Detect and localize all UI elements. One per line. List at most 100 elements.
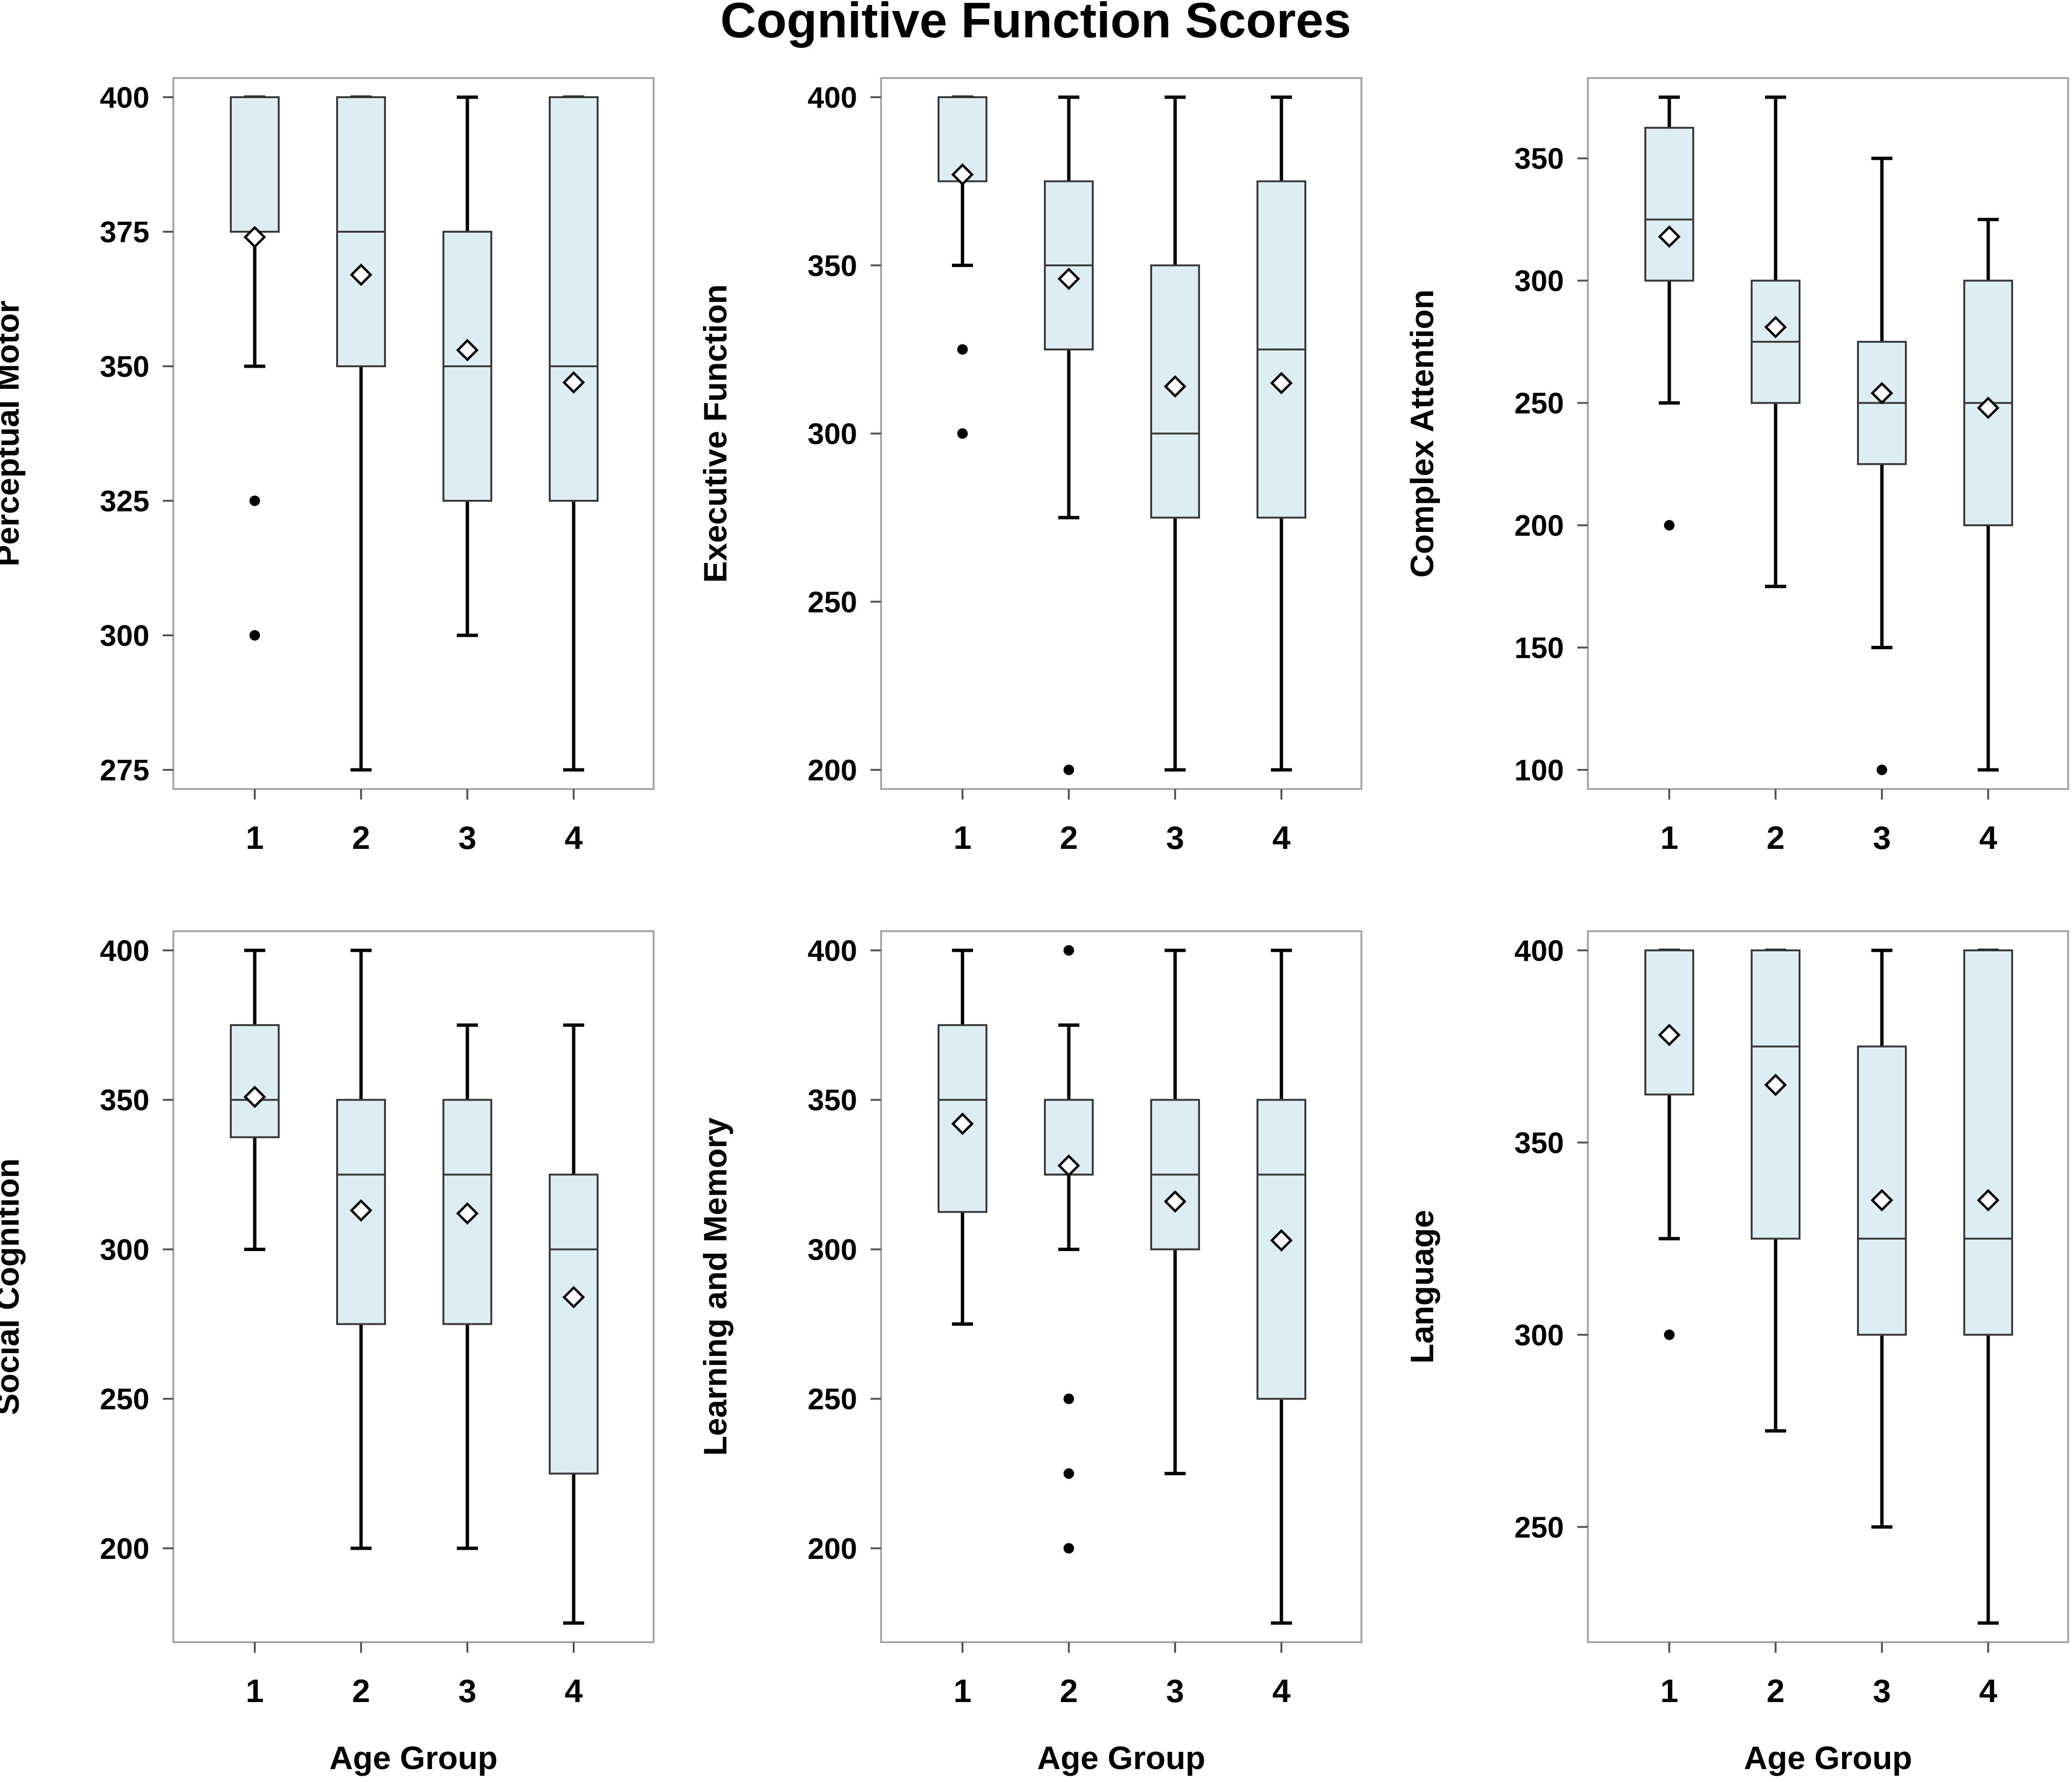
panel-2: 200 250 300 350 400 Executive Function 1 2 3 4 bbox=[697, 77, 1362, 856]
x-tick-label: 1 bbox=[1660, 820, 1678, 856]
box-group-4 bbox=[549, 95, 599, 772]
y-tick-label: 100 bbox=[1515, 754, 1564, 787]
y-tick-label: 200 bbox=[808, 754, 857, 787]
box-iqr bbox=[1644, 126, 1694, 282]
box-group-2 bbox=[1044, 945, 1094, 1554]
panel-1: 275 300 325 350 375 400 Perceptual Motor 1 2 3 4 bbox=[0, 77, 655, 856]
box-group-1 bbox=[230, 95, 280, 641]
box-iqr bbox=[549, 96, 599, 502]
box-iqr bbox=[1963, 949, 2013, 1336]
box-group-3 bbox=[442, 95, 492, 637]
y-tick-label: 400 bbox=[808, 935, 857, 968]
box-iqr bbox=[230, 1024, 280, 1139]
y-axis-label: Social Cognition bbox=[0, 1158, 26, 1415]
box-group-4 bbox=[1963, 217, 2013, 772]
box-iqr bbox=[230, 96, 280, 233]
box-group-2 bbox=[1751, 95, 1800, 588]
y-tick-label: 350 bbox=[1515, 1127, 1564, 1160]
box-group-4 bbox=[1963, 948, 2013, 1625]
y-tick-label: 300 bbox=[1515, 1319, 1564, 1352]
box-group-1 bbox=[1644, 948, 1694, 1340]
y-tick-label: 350 bbox=[100, 350, 149, 383]
box-group-1 bbox=[938, 948, 987, 1326]
x-tick-label: 3 bbox=[458, 820, 476, 856]
outlier-point bbox=[249, 630, 260, 641]
plot-frame bbox=[1587, 77, 2069, 790]
x-tick-label: 2 bbox=[1060, 820, 1078, 856]
outlier-point bbox=[1064, 945, 1074, 956]
y-tick-label: 350 bbox=[808, 1084, 857, 1117]
y-axis-label: Complex Attention bbox=[1404, 290, 1440, 578]
box-group-4 bbox=[1257, 948, 1306, 1625]
plot-frame bbox=[880, 930, 1362, 1643]
y-tick-label: 375 bbox=[100, 216, 149, 249]
box-group-3 bbox=[442, 1023, 492, 1550]
outlier-point bbox=[1664, 1329, 1675, 1340]
x-tick-label: 1 bbox=[953, 820, 972, 856]
outlier-point bbox=[1664, 520, 1675, 531]
y-tick-label: 400 bbox=[1515, 935, 1564, 968]
y-tick-label: 300 bbox=[808, 418, 857, 451]
mean-marker bbox=[1870, 1189, 1893, 1212]
y-axis-label: Learning and Memory bbox=[697, 1117, 734, 1456]
mean-marker bbox=[350, 263, 373, 286]
mean-marker bbox=[1658, 1024, 1681, 1047]
box-group-3 bbox=[1150, 948, 1200, 1476]
y-axis-label: Perceptual Motor bbox=[0, 301, 26, 566]
x-tick-label: 1 bbox=[953, 1673, 972, 1709]
y-tick-label: 400 bbox=[100, 81, 149, 114]
y-tick-label: 400 bbox=[100, 935, 149, 968]
box-iqr bbox=[938, 1024, 987, 1213]
mean-marker bbox=[1057, 1154, 1080, 1177]
box-group-1 bbox=[1644, 95, 1694, 531]
x-axis-label: Age Group bbox=[329, 1740, 498, 1776]
box-group-3 bbox=[1857, 948, 1907, 1529]
x-tick-label: 4 bbox=[1979, 820, 1997, 856]
mean-marker bbox=[951, 163, 974, 186]
x-tick-label: 4 bbox=[565, 1673, 583, 1709]
mean-marker bbox=[456, 1202, 479, 1225]
outlier-point bbox=[1064, 765, 1074, 775]
plot-frame bbox=[172, 930, 655, 1643]
box-group-4 bbox=[549, 1023, 599, 1625]
y-tick-label: 350 bbox=[808, 249, 857, 282]
mean-marker bbox=[1658, 225, 1681, 248]
chart-title: Cognitive Function Scores bbox=[720, 0, 1351, 48]
box-group-2 bbox=[336, 948, 386, 1550]
y-tick-label: 150 bbox=[1515, 632, 1564, 665]
x-tick-label: 4 bbox=[1979, 1673, 1997, 1709]
y-tick-label: 300 bbox=[1515, 265, 1564, 298]
mean-marker bbox=[1057, 267, 1080, 290]
mean-marker bbox=[1977, 396, 2000, 419]
box-group-2 bbox=[1044, 95, 1094, 775]
mean-marker bbox=[1270, 1229, 1293, 1252]
y-axis-label: Language bbox=[1404, 1210, 1440, 1364]
x-tick-label: 1 bbox=[246, 1673, 264, 1709]
mean-marker bbox=[562, 1286, 585, 1308]
x-axis-label: Age Group bbox=[1037, 1740, 1205, 1776]
plot-frame bbox=[1587, 930, 2069, 1643]
y-tick-label: 400 bbox=[808, 81, 857, 114]
mean-marker bbox=[456, 338, 479, 361]
box-iqr bbox=[549, 1173, 599, 1475]
box-iqr bbox=[1644, 949, 1694, 1096]
outlier-point bbox=[1064, 1543, 1074, 1554]
box-group-3 bbox=[1150, 95, 1200, 772]
x-tick-label: 3 bbox=[1166, 820, 1184, 856]
box-group-2 bbox=[336, 95, 386, 772]
x-tick-label: 4 bbox=[565, 820, 583, 856]
box-group-3 bbox=[1857, 157, 1907, 775]
y-axis-label: Executive Function bbox=[697, 284, 734, 583]
box-group-2 bbox=[1751, 948, 1800, 1433]
mean-marker bbox=[1164, 375, 1187, 398]
mean-marker bbox=[243, 1085, 266, 1108]
outlier-point bbox=[1064, 1468, 1074, 1479]
y-tick-label: 300 bbox=[100, 1233, 149, 1266]
mean-marker bbox=[1764, 1073, 1787, 1096]
y-tick-label: 250 bbox=[808, 1383, 857, 1416]
plot-frame bbox=[172, 77, 655, 790]
x-tick-label: 1 bbox=[1660, 1673, 1678, 1709]
panel-5: 200 250 300 350 400 Learning and Memory 1 2 3 4 Ag… bbox=[697, 930, 1362, 1776]
x-tick-label: 3 bbox=[1873, 1673, 1891, 1709]
